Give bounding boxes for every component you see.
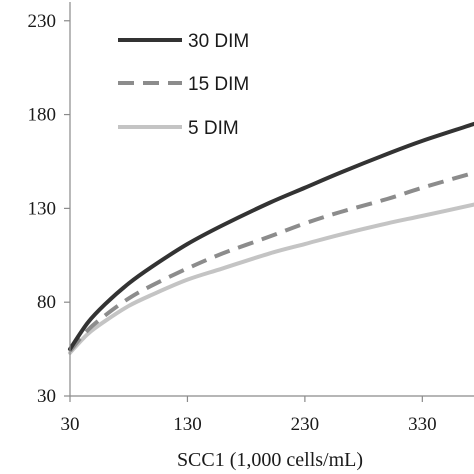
series-line-15-dim xyxy=(68,170,474,353)
legend: 30 DIM 15 DIM 5 DIM xyxy=(118,31,249,139)
x-tick-label: 30 xyxy=(61,414,80,435)
legend-label: 15 DIM xyxy=(188,74,249,95)
series-line-30-dim xyxy=(68,121,474,352)
series-lines xyxy=(68,121,474,355)
x-tick-label: 330 xyxy=(408,414,437,435)
x-axis-ticks: 30 130 230 330 xyxy=(61,396,437,435)
legend-label: 5 DIM xyxy=(188,118,239,139)
y-tick-label: 180 xyxy=(28,105,57,126)
x-tick-label: 130 xyxy=(173,414,202,435)
x-tick-label: 230 xyxy=(291,414,320,435)
y-tick-label: 130 xyxy=(28,198,57,219)
x-axis-title: SCC1 (1,000 cells/mL) xyxy=(177,449,363,471)
legend-label: 30 DIM xyxy=(188,31,249,52)
y-tick-label: 230 xyxy=(28,11,57,32)
y-tick-label: 80 xyxy=(37,292,56,313)
series-line-5-dim xyxy=(68,202,474,355)
y-tick-label: 30 xyxy=(37,386,56,407)
y-axis-ticks: 30 80 130 180 230 xyxy=(28,11,70,407)
